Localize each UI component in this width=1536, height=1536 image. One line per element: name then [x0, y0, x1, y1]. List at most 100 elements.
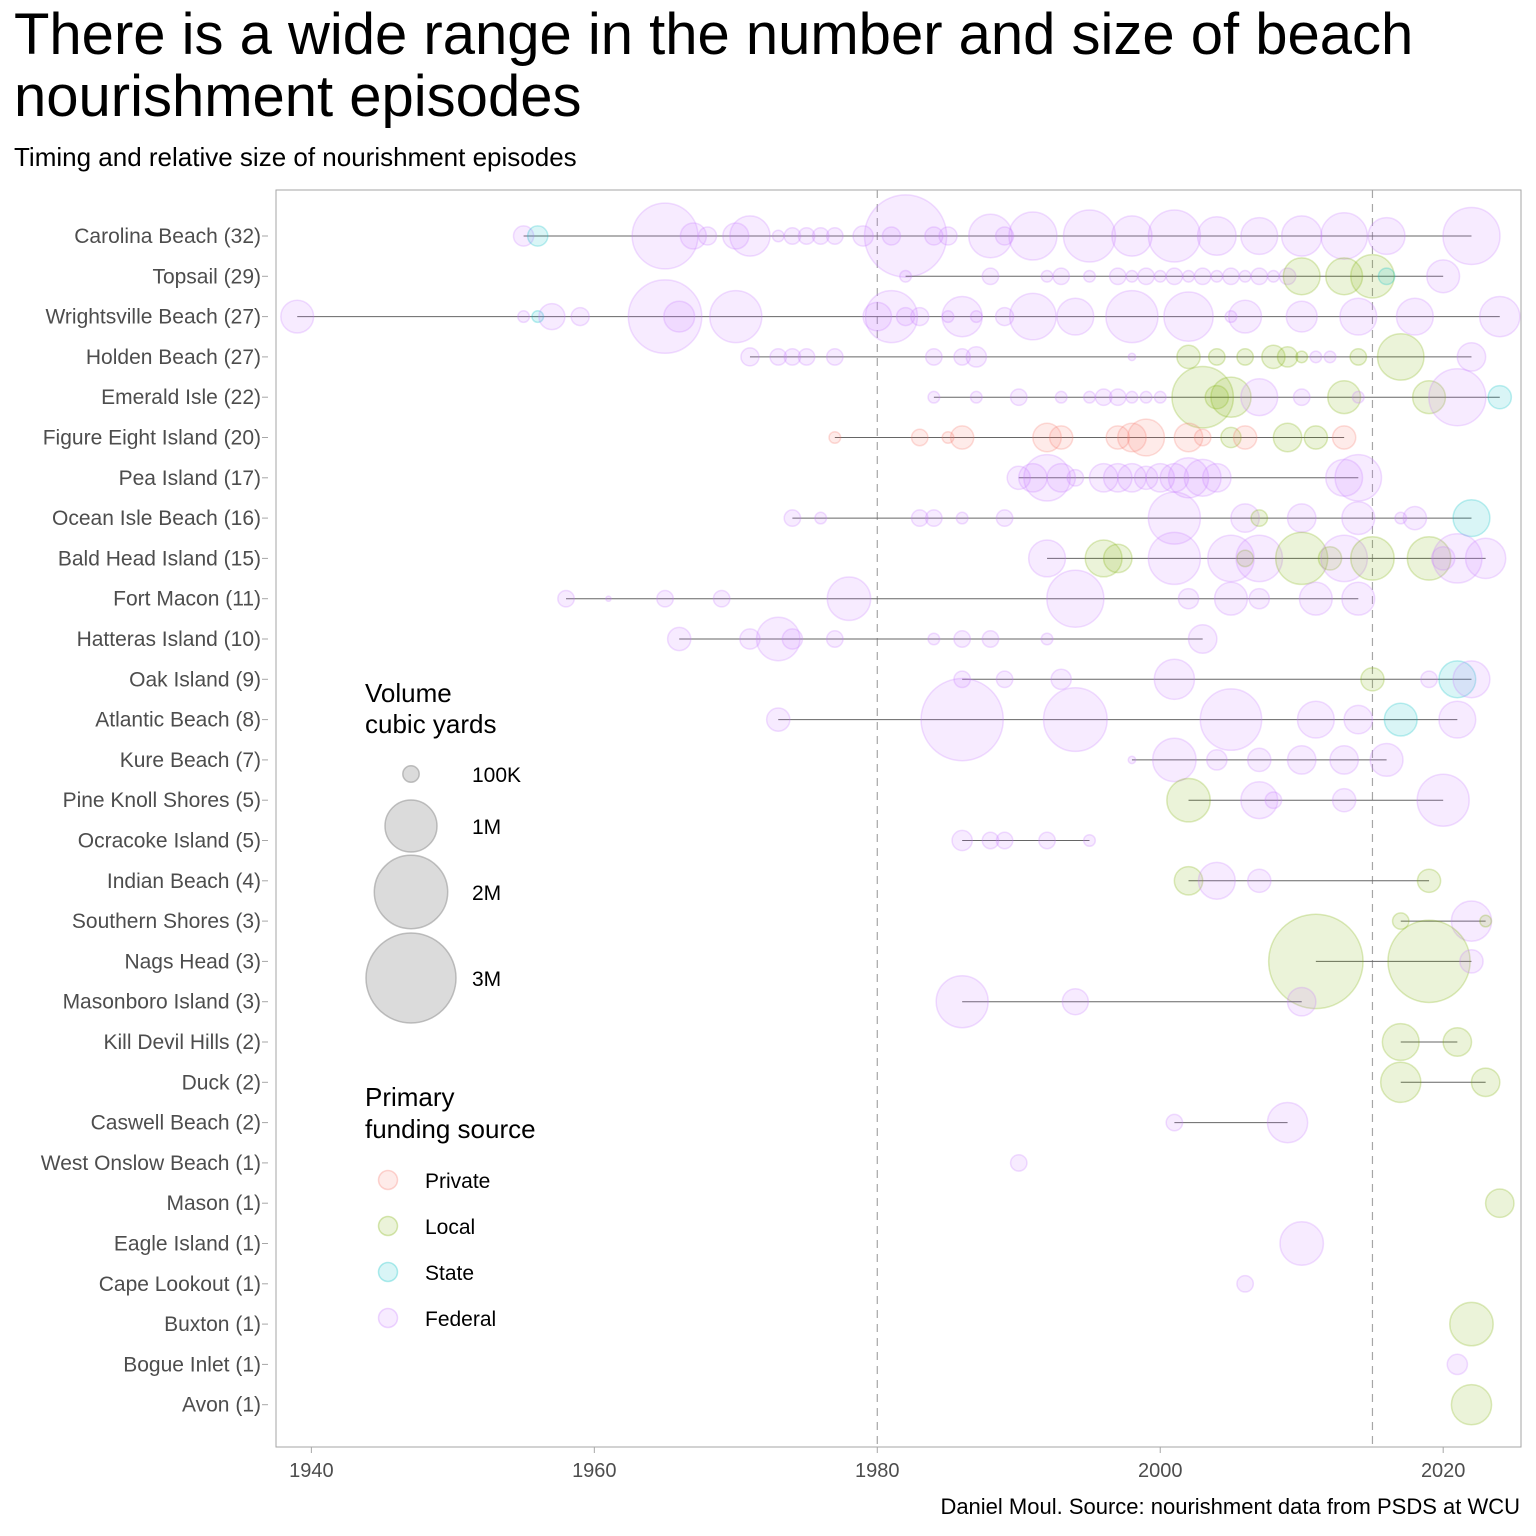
episode-point — [605, 595, 612, 603]
episode-point — [1438, 660, 1477, 699]
y-tick-label: Caswell Beach (2) — [91, 1112, 261, 1135]
episode-point — [1278, 267, 1297, 286]
episode-point — [1394, 511, 1408, 525]
episode-point — [1379, 1061, 1422, 1104]
episode-point — [1006, 465, 1032, 491]
episode-point — [1210, 269, 1224, 283]
episode-point — [1032, 422, 1063, 453]
y-tick-label: Topsail (29) — [152, 265, 261, 288]
episode-point — [1084, 539, 1123, 578]
episode-point — [1470, 1067, 1501, 1098]
episode-point — [1442, 206, 1501, 266]
location-row: Kure Beach (7) — [120, 737, 1404, 783]
episode-point — [814, 511, 828, 525]
location-row: Ocracoke Island (5) — [78, 829, 1097, 853]
y-tick-label: Oak Island (9) — [129, 668, 261, 691]
size-legend-key — [384, 799, 438, 853]
episode-point — [935, 974, 989, 1029]
location-row: Oak Island (9) — [129, 658, 1491, 701]
episode-point — [924, 509, 943, 528]
y-tick-label: Avon (1) — [182, 1394, 261, 1417]
episode-point — [631, 202, 699, 270]
size-legend-label: 1M — [472, 816, 501, 839]
episode-point — [852, 225, 874, 247]
episode-point — [1196, 215, 1237, 257]
episode-point — [739, 628, 761, 650]
episode-point — [712, 589, 731, 608]
episode-point — [1232, 425, 1258, 450]
episode-point — [1046, 462, 1077, 493]
episode-point — [953, 670, 972, 689]
episode-point — [941, 295, 984, 338]
episode-point — [1111, 215, 1153, 257]
episode-point — [722, 222, 750, 250]
episode-point — [570, 306, 590, 327]
episode-point — [755, 616, 801, 662]
color-legend-key-private — [377, 1169, 399, 1191]
episode-point — [679, 222, 708, 250]
size-legend-label: 3M — [472, 968, 501, 991]
episode-point — [1207, 534, 1255, 583]
chart-caption: Daniel Moul. Source: nourishment data fr… — [940, 1494, 1520, 1519]
episode-point — [1235, 534, 1284, 583]
episode-point — [1040, 632, 1054, 646]
y-tick-label: Carolina Beach (32) — [74, 225, 261, 248]
episode-point — [1108, 267, 1127, 286]
episode-point — [627, 279, 703, 355]
episode-point — [1325, 257, 1364, 296]
episode-point — [1166, 777, 1211, 823]
episode-point — [1402, 505, 1428, 531]
episode-point — [951, 829, 974, 852]
episode-point — [949, 425, 975, 450]
episode-point — [1008, 292, 1057, 341]
y-tick-label: Wrightsville Beach (27) — [45, 306, 261, 329]
episode-point — [1426, 259, 1461, 294]
episode-point — [1309, 350, 1323, 364]
episode-point — [1261, 344, 1286, 370]
episode-point — [1163, 291, 1214, 342]
episode-point — [1066, 468, 1085, 487]
episode-point — [1027, 539, 1067, 578]
episode-point — [1056, 297, 1095, 336]
episode-point — [663, 300, 696, 333]
episode-point — [1349, 347, 1368, 366]
episode-point — [1320, 212, 1369, 260]
episode-point — [1176, 344, 1201, 370]
color-legend-key-local — [377, 1215, 399, 1237]
episode-point — [1193, 267, 1212, 286]
episode-point — [1446, 1353, 1469, 1376]
episode-point — [995, 831, 1014, 850]
episode-point — [1102, 462, 1133, 493]
episode-point — [1088, 462, 1119, 493]
episode-point — [825, 630, 844, 648]
location-row: Emerald Isle (22) — [101, 365, 1513, 429]
episode-point — [1165, 267, 1184, 286]
episode-point — [1062, 209, 1117, 263]
episode-point — [1339, 297, 1378, 336]
episode-point — [1248, 587, 1271, 610]
location-row: Mason (1) — [166, 1188, 1515, 1219]
episode-point — [953, 347, 972, 366]
location-row: Carolina Beach (32) — [74, 194, 1501, 278]
location-row: Pine Knoll Shores (5) — [63, 773, 1470, 827]
location-row: Duck (2) — [182, 1061, 1501, 1104]
episode-point — [1137, 267, 1156, 286]
episode-point — [881, 226, 902, 246]
episode-point — [1213, 581, 1249, 616]
episode-point — [781, 628, 804, 650]
location-row: Eagle Island (1) — [114, 1221, 1325, 1266]
episode-point — [1279, 1221, 1325, 1266]
episode-point — [909, 306, 930, 327]
location-row: Bogue Inlet (1) — [123, 1353, 1469, 1376]
size-legend-label: 2M — [472, 882, 501, 905]
episode-point — [1054, 390, 1068, 404]
episode-point — [1459, 949, 1484, 974]
episode-point — [1181, 269, 1196, 283]
y-tick-label: Holden Beach (27) — [86, 346, 261, 369]
chart-subtitle: Timing and relative size of nourishment … — [14, 142, 577, 172]
episode-point — [1442, 1027, 1473, 1057]
y-tick-label: Bald Head Island (15) — [58, 547, 261, 570]
episode-point — [1165, 1113, 1184, 1132]
episode-point — [656, 589, 675, 608]
episode-point — [1286, 503, 1317, 534]
